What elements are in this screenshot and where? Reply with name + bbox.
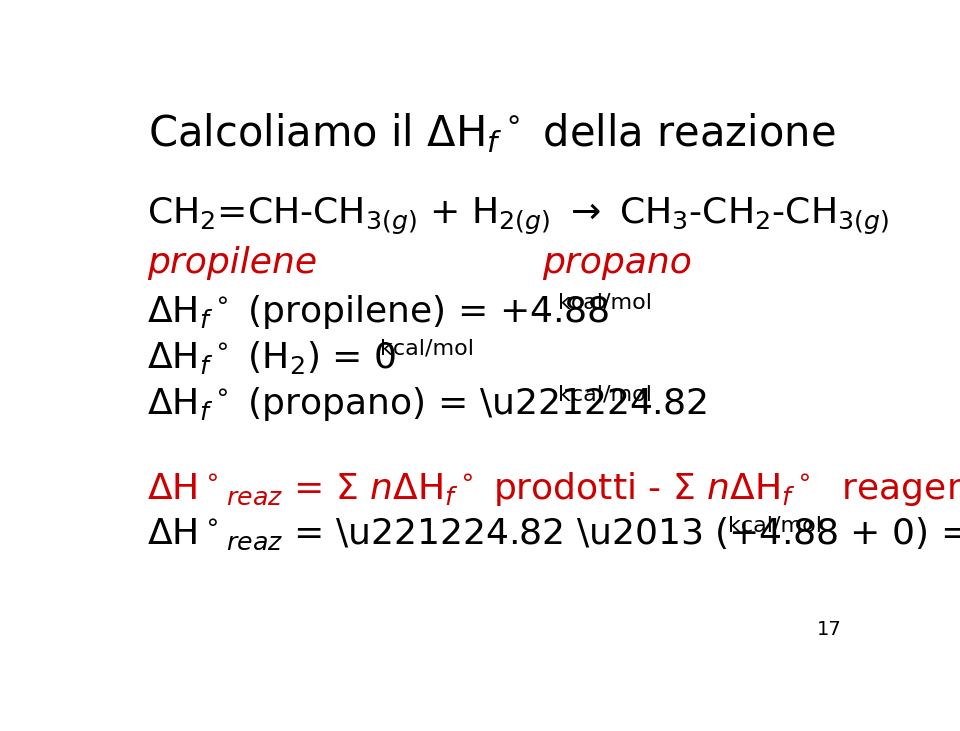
- Text: propano: propano: [542, 246, 692, 281]
- Text: kcal/mol: kcal/mol: [558, 292, 652, 313]
- Text: kcal/mol: kcal/mol: [729, 516, 823, 536]
- Text: CH$_2$=CH-CH$_{3(g)}$ + H$_{2(g)}$ $\rightarrow$ CH$_3$-CH$_2$-CH$_{3(g)}$: CH$_2$=CH-CH$_{3(g)}$ + H$_{2(g)}$ $\rig…: [147, 197, 889, 238]
- Text: 17: 17: [817, 621, 842, 640]
- Text: kcal/mol: kcal/mol: [558, 385, 652, 405]
- Text: $\Delta$H$_f$$^\circ$ (propilene) = +4.88: $\Delta$H$_f$$^\circ$ (propilene) = +4.8…: [147, 292, 609, 330]
- Text: Calcoliamo il $\Delta$H$_f$$^\circ$ della reazione: Calcoliamo il $\Delta$H$_f$$^\circ$ dell…: [148, 112, 836, 156]
- Text: $\Delta$H$^\circ$$_{reaz}$ = \u221224.82 \u2013 (+4.88 + 0) = \u221229.70: $\Delta$H$^\circ$$_{reaz}$ = \u221224.82…: [147, 516, 960, 552]
- Text: kcal/mol: kcal/mol: [379, 338, 473, 359]
- Text: propilene: propilene: [147, 246, 317, 281]
- Text: $\Delta$H$^\circ$$_{reaz}$ = $\Sigma$ $n\Delta$H$_f$$^\circ$ prodotti - $\Sigma$: $\Delta$H$^\circ$$_{reaz}$ = $\Sigma$ $n…: [147, 469, 960, 507]
- Text: $\Delta$H$_f$$^\circ$ (propano) = \u221224.82: $\Delta$H$_f$$^\circ$ (propano) = \u2212…: [147, 385, 707, 423]
- Text: $\Delta$H$_f$$^\circ$ (H$_2$) = 0: $\Delta$H$_f$$^\circ$ (H$_2$) = 0: [147, 338, 396, 376]
